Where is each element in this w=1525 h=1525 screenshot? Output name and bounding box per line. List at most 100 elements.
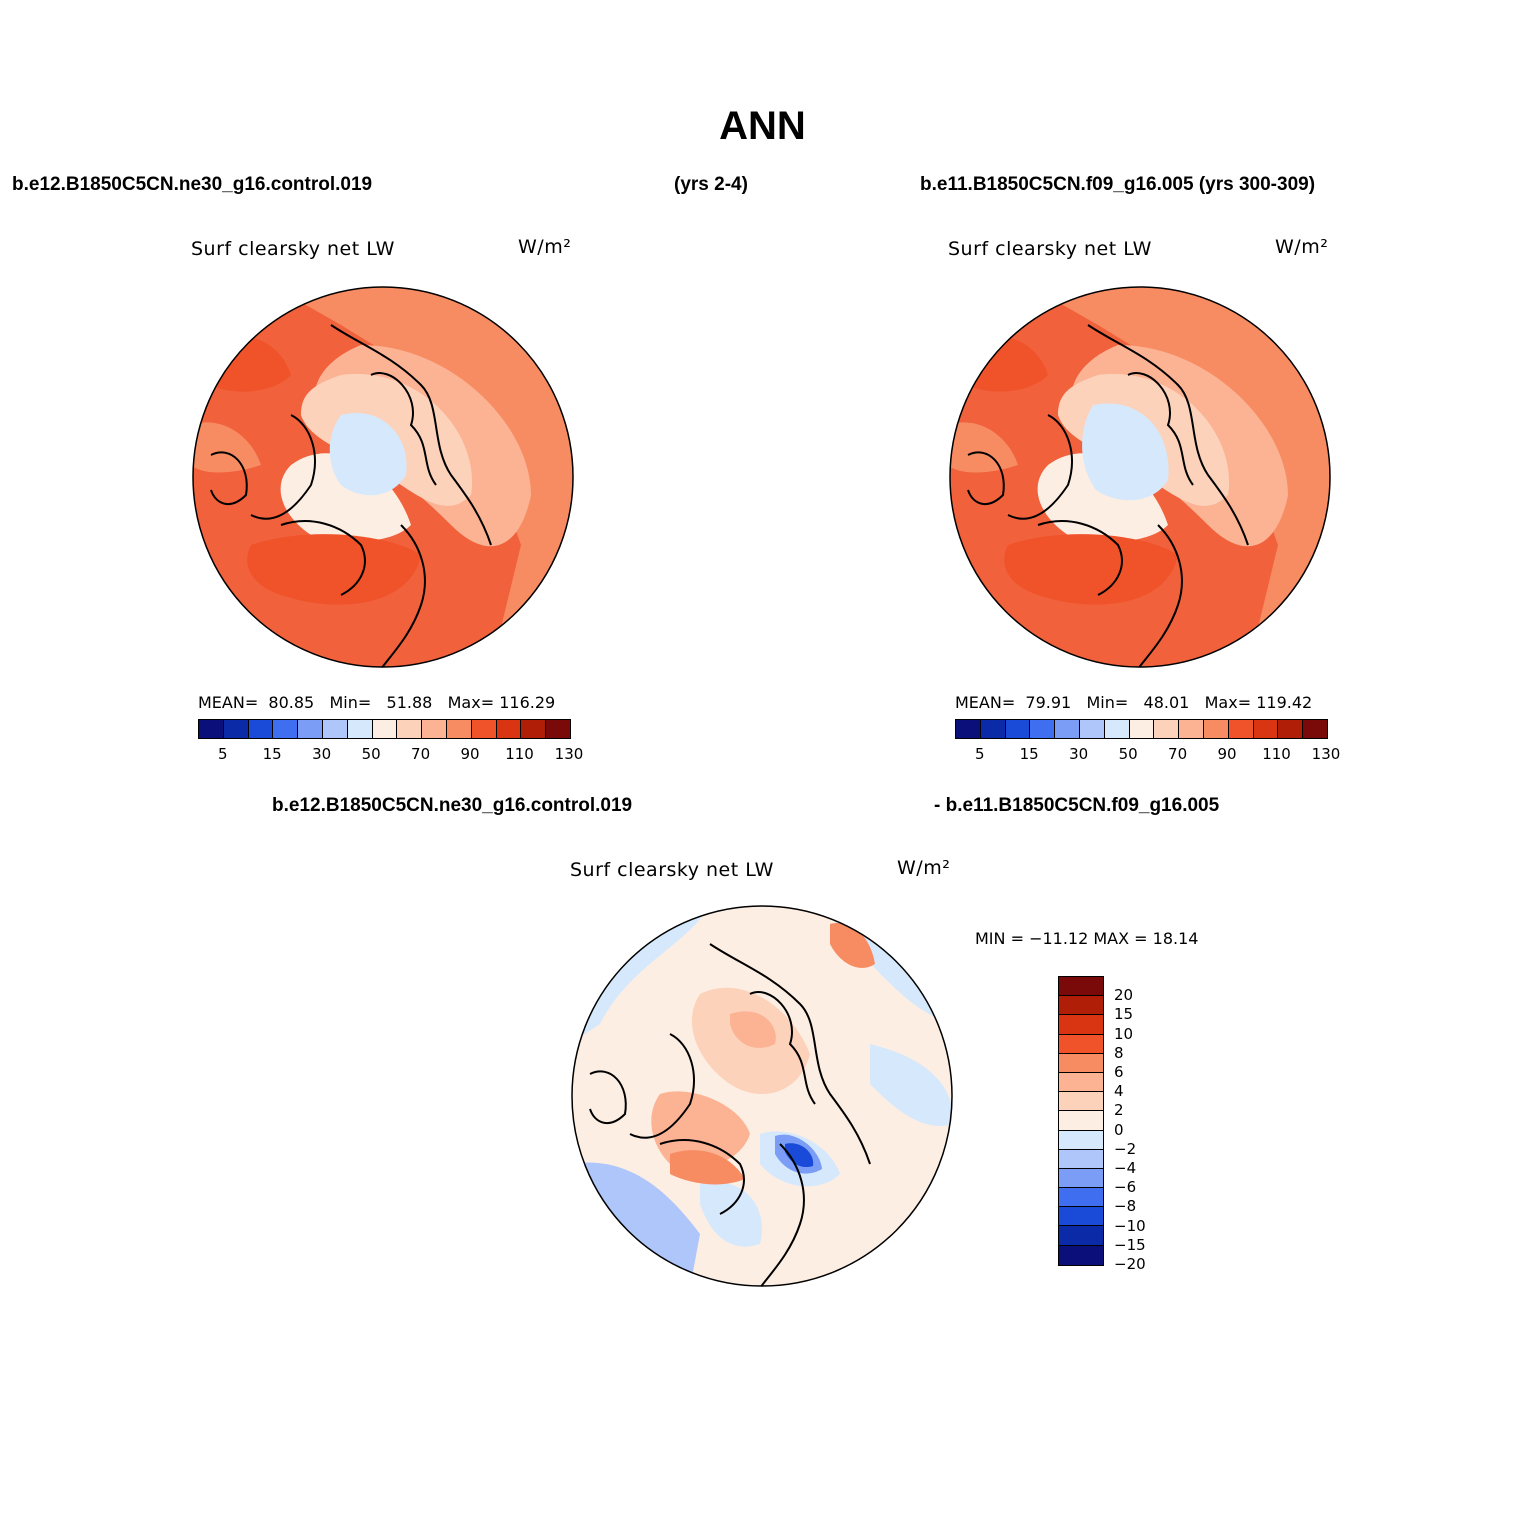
panel2-colorbar-label: 15	[1019, 745, 1039, 763]
panel1-colorbar-swatch	[422, 720, 447, 738]
diff-left-header: b.e12.B1850C5CN.ne30_g16.control.019	[272, 795, 633, 816]
panel2-colorbar-swatch	[1203, 720, 1229, 738]
panel1-colorbar-swatch	[446, 720, 472, 738]
panel2-colorbar-swatch	[956, 720, 981, 738]
left-years-header: (yrs 2-4)	[674, 174, 748, 195]
panel2-colorbar-swatch	[1303, 720, 1327, 738]
diff-variable-title: Surf clearsky net LW	[570, 859, 774, 881]
panel1-colorbar-label: 110	[505, 745, 534, 763]
panel1-colorbar	[198, 719, 571, 739]
panel2-colorbar-label: 90	[1217, 745, 1237, 763]
panel2-colorbar-swatch	[1030, 720, 1056, 738]
panel1-colorbar-swatch	[322, 720, 348, 738]
diff-min-max: MIN = −11.12 MAX = 18.14	[975, 929, 1199, 948]
diff-colorbar-swatch	[1059, 1130, 1103, 1150]
page-title: ANN	[719, 104, 806, 148]
panel1-colorbar-label: 70	[411, 745, 431, 763]
diff-colorbar-swatch	[1059, 1207, 1103, 1227]
diff-colorbar-swatch	[1059, 1149, 1103, 1169]
diff-colorbar-label: −8	[1114, 1197, 1137, 1216]
panel1-colorbar-label: 90	[460, 745, 480, 763]
diff-colorbar-swatch	[1059, 977, 1103, 997]
panel1-stats: MEAN= 80.85 Min= 51.88 Max= 116.29	[198, 693, 556, 712]
diff-colorbar-swatch	[1059, 1188, 1103, 1208]
diff-colorbar-label: −2	[1114, 1139, 1137, 1158]
diff-colorbar-swatch	[1059, 1168, 1103, 1189]
panel1-variable-title: Surf clearsky net LW	[191, 238, 395, 260]
diff-colorbar-swatch	[1059, 996, 1103, 1016]
panel1-colorbar-swatch	[298, 720, 323, 738]
panel2-colorbar-label: 5	[974, 745, 985, 763]
panel2-colorbar-swatch	[1079, 720, 1105, 738]
diff-colorbar-swatch	[1059, 1245, 1103, 1265]
diff-colorbar-swatch	[1059, 1034, 1103, 1054]
panel1-colorbar-swatch	[372, 720, 398, 738]
diff-polar-map	[571, 905, 953, 1287]
panel1-colorbar-label: 30	[312, 745, 332, 763]
diff-colorbar-label: −10	[1114, 1216, 1146, 1235]
diff-colorbar-label: 20	[1114, 986, 1134, 1005]
diff-colorbar	[1058, 976, 1104, 1266]
panel2-variable-title: Surf clearsky net LW	[948, 238, 1152, 260]
panel2-units: W/m²	[1275, 236, 1329, 258]
diff-colorbar-label: 2	[1114, 1101, 1124, 1120]
panel2-colorbar-label: 50	[1118, 745, 1138, 763]
panel1-colorbar-swatch	[521, 720, 547, 738]
diff-colorbar-swatch	[1059, 1072, 1103, 1093]
diff-colorbar-label: −6	[1114, 1178, 1137, 1197]
panel1-colorbar-swatch	[273, 720, 299, 738]
panel1-colorbar-swatch	[347, 720, 373, 738]
diff-colorbar-label: 6	[1114, 1063, 1124, 1081]
diff-colorbar-label: −15	[1114, 1235, 1146, 1254]
diff-colorbar-label: 15	[1114, 1005, 1134, 1024]
left-case-header: b.e12.B1850C5CN.ne30_g16.control.019	[12, 174, 373, 195]
panel1-colorbar-label: 50	[361, 745, 381, 763]
panel2-colorbar-label: 30	[1069, 745, 1089, 763]
diff-colorbar-label: 0	[1114, 1120, 1124, 1139]
panel2-colorbar-swatch	[980, 720, 1006, 738]
panel2-colorbar	[955, 719, 1328, 739]
panel2-colorbar-swatch	[1154, 720, 1180, 738]
diff-colorbar-label: 4	[1114, 1082, 1124, 1101]
panel2-colorbar-swatch	[1055, 720, 1080, 738]
panel1-colorbar-labels: 5 15 30 50 70 90 110 130	[198, 745, 583, 765]
panel2-colorbar-label: 130	[1311, 745, 1341, 763]
panel1-colorbar-label: 5	[217, 745, 228, 763]
panel1-colorbar-swatch	[248, 720, 274, 738]
diff-colorbar-label: 10	[1114, 1024, 1134, 1043]
panel2-colorbar-swatch	[1179, 720, 1204, 738]
panel2-polar-map	[949, 286, 1331, 668]
diff-colorbar-swatch	[1059, 1226, 1103, 1246]
panel2-colorbar-swatch	[1228, 720, 1254, 738]
diff-colorbar-labels: 20 15 10 8 6 4 2 0 −2 −4 −6 −8 −10 −15 −20	[1114, 976, 1174, 1283]
panel2-colorbar-swatch	[1005, 720, 1031, 738]
diff-colorbar-label: −20	[1114, 1255, 1146, 1273]
diff-right-header: - b.e11.B1850C5CN.f09_g16.005	[934, 795, 1220, 816]
diff-colorbar-swatch	[1059, 1015, 1103, 1035]
diff-units: W/m²	[897, 857, 951, 879]
panel1-colorbar-swatch	[496, 720, 522, 738]
panel2-colorbar-label: 70	[1168, 745, 1188, 763]
panel1-colorbar-label: 15	[262, 745, 282, 763]
panel2-colorbar-swatch	[1278, 720, 1304, 738]
diff-colorbar-label: −4	[1114, 1159, 1137, 1177]
panel1-units: W/m²	[518, 236, 572, 258]
panel2-stats: MEAN= 79.91 Min= 48.01 Max= 119.42	[955, 693, 1313, 712]
panel1-colorbar-swatch	[223, 720, 249, 738]
panel2-colorbar-labels: 5 15 30 50 70 90 110 130	[955, 745, 1340, 765]
diff-colorbar-label: 8	[1114, 1043, 1124, 1062]
panel2-colorbar-swatch	[1129, 720, 1155, 738]
right-case-header: b.e11.B1850C5CN.f09_g16.005 (yrs 300-309…	[920, 174, 1316, 195]
diff-colorbar-swatch	[1059, 1092, 1103, 1112]
panel2-colorbar-swatch	[1104, 720, 1130, 738]
panel2-colorbar-swatch	[1253, 720, 1279, 738]
panel1-polar-map	[192, 286, 574, 668]
panel1-colorbar-swatch	[471, 720, 497, 738]
panel1-colorbar-swatch	[546, 720, 570, 738]
panel1-colorbar-swatch	[199, 720, 224, 738]
panel2-colorbar-label: 110	[1262, 745, 1291, 763]
diff-colorbar-swatch	[1059, 1053, 1103, 1073]
panel1-colorbar-label: 130	[554, 745, 584, 763]
diff-colorbar-swatch	[1059, 1111, 1103, 1131]
panel1-colorbar-swatch	[397, 720, 423, 738]
